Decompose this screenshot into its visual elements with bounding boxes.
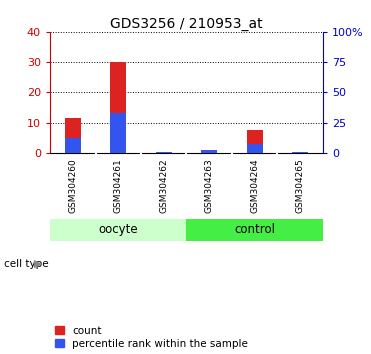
Text: oocyte: oocyte <box>98 223 138 236</box>
Legend: count, percentile rank within the sample: count, percentile rank within the sample <box>55 326 248 349</box>
Bar <box>247 130 263 153</box>
Bar <box>156 152 172 153</box>
Bar <box>292 152 308 153</box>
Text: GSM304263: GSM304263 <box>205 158 214 213</box>
Bar <box>65 118 81 153</box>
Bar <box>65 138 81 153</box>
Text: ▶: ▶ <box>34 259 43 269</box>
Bar <box>247 144 263 153</box>
Text: GSM304260: GSM304260 <box>68 158 77 213</box>
Text: GSM304265: GSM304265 <box>296 158 305 213</box>
Text: control: control <box>234 223 275 236</box>
Bar <box>110 114 126 153</box>
FancyBboxPatch shape <box>187 219 323 241</box>
Text: GSM304261: GSM304261 <box>114 158 123 213</box>
Bar <box>156 152 172 153</box>
Title: GDS3256 / 210953_at: GDS3256 / 210953_at <box>110 17 263 31</box>
Bar <box>110 62 126 153</box>
Bar <box>201 150 217 153</box>
FancyBboxPatch shape <box>50 219 187 241</box>
Text: cell type: cell type <box>4 259 48 269</box>
Bar <box>201 152 217 153</box>
Bar <box>292 152 308 153</box>
Text: GSM304262: GSM304262 <box>159 159 168 213</box>
Text: GSM304264: GSM304264 <box>250 159 259 213</box>
